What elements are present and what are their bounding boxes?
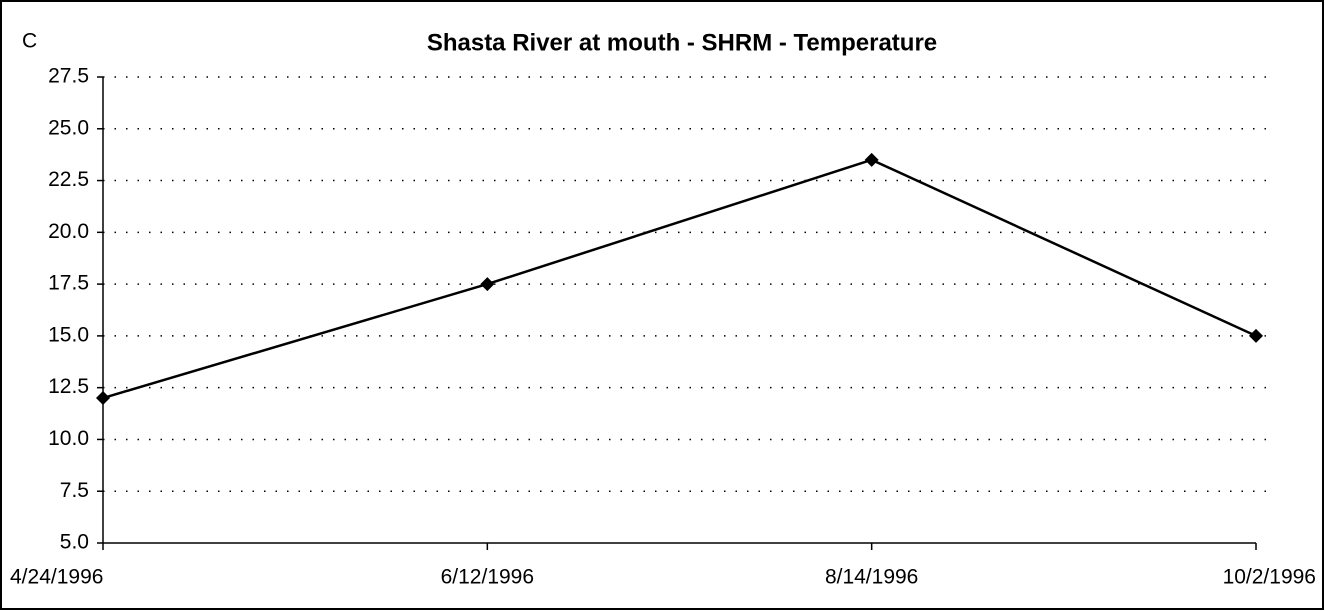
y-tick-label: 27.5 <box>48 65 89 88</box>
marker <box>480 277 495 292</box>
y-tick-label: 7.5 <box>60 479 89 502</box>
y-tick-label: 17.5 <box>48 272 89 295</box>
chart-title: Shasta River at mouth - SHRM - Temperatu… <box>427 29 937 56</box>
y-tick-label: 22.5 <box>48 168 89 191</box>
x-tick-label: 6/12/1996 <box>441 566 534 589</box>
x-tick-label: 10/2/1996 <box>1223 566 1316 589</box>
marker <box>96 391 110 406</box>
line <box>102 158 1257 400</box>
x-tick-label: 4/24/1996 <box>10 566 103 589</box>
y-tick-label: 25.0 <box>48 116 89 139</box>
marker <box>1249 328 1263 343</box>
x-tick-label: 8/14/1996 <box>825 566 918 589</box>
y-tick-label: 10.0 <box>48 427 89 450</box>
y-tick-label: 15.0 <box>48 323 89 346</box>
y-tick-label: 20.0 <box>48 220 89 243</box>
y-axis-label: C <box>22 30 37 53</box>
y-tick-label: 5.0 <box>60 531 89 554</box>
y-tick-label: 12.5 <box>48 375 89 398</box>
marker <box>864 152 879 167</box>
